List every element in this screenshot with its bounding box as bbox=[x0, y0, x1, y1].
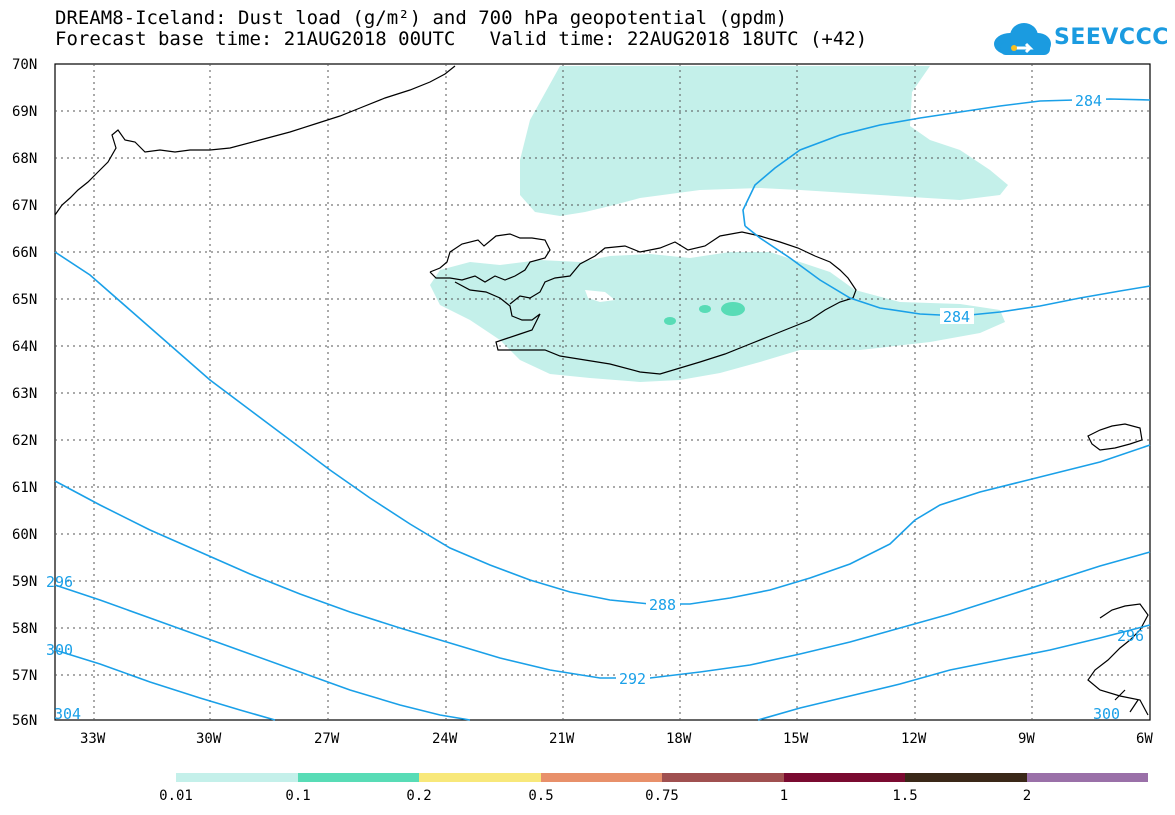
lon-label: 9W bbox=[1018, 731, 1035, 747]
dust-patch bbox=[721, 302, 745, 316]
lat-label: 65N bbox=[12, 292, 37, 308]
lon-label: 27W bbox=[314, 731, 340, 747]
lat-label: 64N bbox=[12, 339, 37, 355]
lon-axis: 33W 30W 27W 24W 21W 18W 15W 12W 9W 6W bbox=[80, 731, 1153, 747]
contour-292 bbox=[54, 480, 1151, 679]
contour-label: 288 bbox=[649, 596, 676, 614]
contour-label: 296 bbox=[46, 573, 73, 591]
colorbar-segment bbox=[662, 773, 784, 782]
contour-288 bbox=[54, 251, 1151, 605]
contour-label: 300 bbox=[1093, 705, 1120, 723]
lat-label: 70N bbox=[12, 57, 37, 73]
colorbar-segment bbox=[905, 773, 1027, 782]
scotland-coast bbox=[1087, 603, 1149, 716]
contour-label: 300 bbox=[46, 641, 73, 659]
lat-label: 66N bbox=[12, 245, 37, 261]
faroe-coast bbox=[1087, 423, 1143, 451]
plot-frame bbox=[54, 63, 1151, 721]
colorbar-label: 0.5 bbox=[528, 788, 554, 804]
lat-axis: 70N 69N 68N 67N 66N 65N 64N 63N 62N 61N … bbox=[12, 57, 37, 729]
colorbar-label: 2 bbox=[1022, 788, 1032, 804]
contour-label: 284 bbox=[1075, 92, 1102, 110]
lon-label: 24W bbox=[432, 731, 458, 747]
lat-label: 67N bbox=[12, 198, 37, 214]
lat-label: 58N bbox=[12, 621, 37, 637]
lat-label: 62N bbox=[12, 433, 37, 449]
lat-label: 59N bbox=[12, 574, 37, 590]
lat-label: 57N bbox=[12, 668, 37, 684]
colorbar bbox=[176, 773, 1148, 782]
lon-label: 18W bbox=[666, 731, 692, 747]
lat-label: 61N bbox=[12, 480, 37, 496]
map-plot: 284 284 288 292 296 300 296 300 304 70N … bbox=[12, 57, 1153, 747]
gridlines bbox=[55, 64, 1150, 720]
lon-label: 15W bbox=[783, 731, 809, 747]
dust-patch bbox=[664, 317, 676, 325]
colorbar-segment bbox=[541, 773, 662, 782]
contour-labels: 284 284 288 292 296 300 296 300 304 bbox=[46, 92, 1144, 723]
contour-296 bbox=[54, 584, 471, 721]
lat-label: 68N bbox=[12, 151, 37, 167]
contour-300 bbox=[54, 649, 276, 721]
geopotential-contours bbox=[54, 98, 1151, 721]
colorbar-segment bbox=[298, 773, 419, 782]
contour-label: 292 bbox=[619, 670, 646, 688]
colorbar-label: 0.1 bbox=[285, 788, 311, 804]
colorbar-segment bbox=[419, 773, 541, 782]
lon-label: 30W bbox=[196, 731, 222, 747]
lon-label: 21W bbox=[549, 731, 575, 747]
colorbar-segment bbox=[784, 773, 905, 782]
forecast-times: Forecast base time: 21AUG2018 00UTC Vali… bbox=[55, 28, 868, 50]
iceland-coast bbox=[429, 231, 857, 375]
lat-label: 63N bbox=[12, 386, 37, 402]
lon-label: 6W bbox=[1136, 731, 1153, 747]
colorbar-segment bbox=[176, 773, 298, 782]
greenland-coast bbox=[54, 65, 456, 216]
colorbar-label: 1 bbox=[779, 788, 789, 804]
map-title: DREAM8-Iceland: Dust load (g/m²) and 700… bbox=[55, 7, 788, 29]
contour-284-north bbox=[742, 98, 1151, 227]
coastlines bbox=[54, 65, 1149, 716]
colorbar-label: 0.2 bbox=[406, 788, 432, 804]
colorbar-segment bbox=[1027, 773, 1148, 782]
dust-shading bbox=[430, 66, 1008, 382]
logo-text: SEEVCCC bbox=[1054, 25, 1169, 50]
cloud-icon bbox=[994, 23, 1051, 55]
dust-area-iceland bbox=[430, 252, 1005, 382]
colorbar-label: 0.75 bbox=[645, 788, 679, 804]
contour-label: 284 bbox=[943, 308, 970, 326]
contour-label: 296 bbox=[1117, 627, 1144, 645]
contour-label: 304 bbox=[54, 705, 81, 723]
lon-label: 12W bbox=[901, 731, 927, 747]
lat-label: 69N bbox=[12, 104, 37, 120]
dust-patch bbox=[699, 305, 711, 313]
contour-284-iceland bbox=[744, 225, 1151, 317]
colorbar-label: 1.5 bbox=[892, 788, 918, 804]
contour-296-east bbox=[757, 624, 1151, 721]
lat-label: 56N bbox=[12, 713, 37, 729]
colorbar-label: 0.01 bbox=[159, 788, 193, 804]
dust-area-north bbox=[520, 66, 1008, 216]
lon-label: 33W bbox=[80, 731, 106, 747]
lat-label: 60N bbox=[12, 527, 37, 543]
